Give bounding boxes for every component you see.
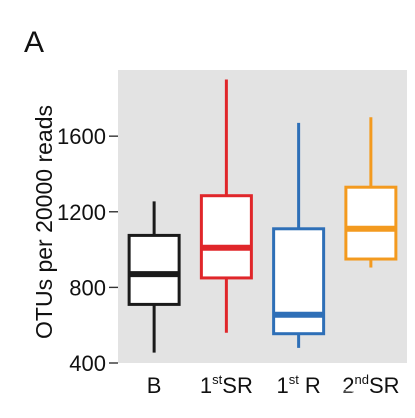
box-3 <box>272 122 326 348</box>
x-axis-labels: B 1stSR 1st R 2ndSR <box>147 372 400 398</box>
panel-label: A <box>24 26 44 59</box>
box-iqr <box>344 185 398 261</box>
box-iqr <box>272 227 326 336</box>
y-axis-label: OTUs per 20000 reads <box>31 105 57 339</box>
y-axis: 400 800 1200 1600 <box>57 124 118 376</box>
y-tick-label: 1200 <box>57 200 106 225</box>
box-iqr <box>127 233 181 306</box>
box-group <box>127 79 398 353</box>
watermark: 锐翌基因 <box>330 389 407 407</box>
y-tick-label: 400 <box>69 351 106 376</box>
x-tick-label: 1st R <box>276 372 320 398</box>
watermark-logo-icon <box>330 389 355 407</box>
x-tick-label: 1stSR <box>200 372 253 398</box>
y-tick-label: 1600 <box>57 124 106 149</box>
box-iqr <box>199 194 253 280</box>
box-2 <box>199 79 253 333</box>
x-tick-label: B <box>147 373 162 398</box>
box-4 <box>344 117 398 268</box>
box-1 <box>127 201 181 353</box>
watermark-text: 锐翌基因 <box>358 391 407 406</box>
y-tick-label: 800 <box>69 275 106 300</box>
